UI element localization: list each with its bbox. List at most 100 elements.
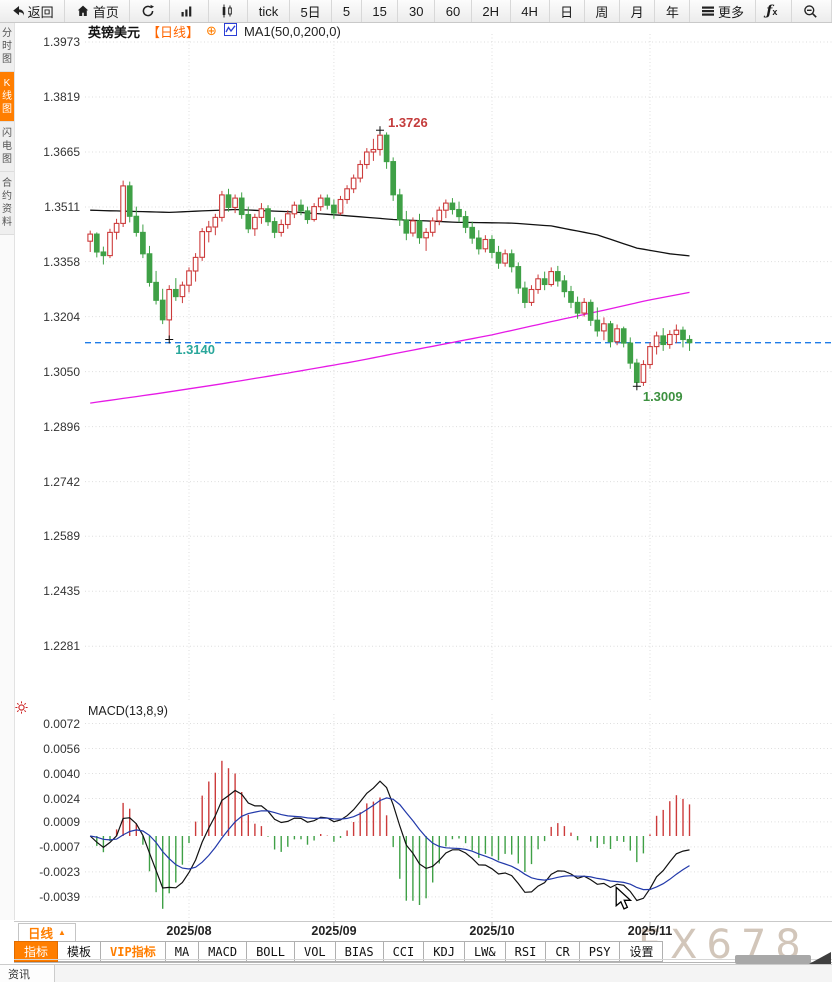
formula-button[interactable]: ƒx bbox=[756, 0, 792, 22]
more-menu-button[interactable]: 更多 bbox=[690, 0, 756, 22]
top-toolbar: 返回 首页 tick 5日 5 15 30 60 2H 4H 日周月年更多 ƒx bbox=[0, 0, 832, 23]
x-axis-month-label: 2025/08 bbox=[166, 924, 212, 938]
macd-legend: MACD(13,8,9) bbox=[88, 704, 199, 718]
tab-psy[interactable]: PSY bbox=[579, 941, 621, 962]
price-annotation: 1.3009 bbox=[642, 389, 683, 405]
macd-axis-label: 0.0040 bbox=[43, 767, 80, 781]
interval-daily-button[interactable]: 日 bbox=[550, 0, 585, 22]
home-icon bbox=[76, 4, 90, 18]
macd-diff-line bbox=[89, 780, 690, 902]
macd-axis-label: -0.0039 bbox=[39, 890, 80, 904]
sidebar-tab-kline-chart[interactable]: K线图 bbox=[0, 72, 14, 122]
tab-ma[interactable]: MA bbox=[165, 941, 200, 962]
symbol-name: 英镑美元 bbox=[88, 24, 141, 40]
zoom-out-button[interactable] bbox=[792, 0, 832, 22]
interval-4h-button[interactable]: 4H bbox=[511, 0, 550, 22]
grid-layer bbox=[85, 34, 832, 918]
macd-axis-label: -0.0007 bbox=[39, 840, 80, 854]
macd-axis-label: -0.0023 bbox=[39, 865, 80, 879]
tab-cci[interactable]: CCI bbox=[383, 941, 425, 962]
x-axis-row bbox=[14, 921, 832, 942]
horizontal-scrollbar-track[interactable] bbox=[14, 959, 832, 960]
x-axis-month-label: 2025/11 bbox=[627, 924, 673, 938]
macd-axis-label: 0.0024 bbox=[43, 792, 80, 806]
price-annotation: 1.3726 bbox=[387, 115, 428, 131]
price-axis-label: 1.3511 bbox=[44, 200, 80, 214]
interval-tick-button[interactable]: tick bbox=[248, 0, 290, 22]
tab-bias[interactable]: BIAS bbox=[335, 941, 384, 962]
candlestick-view-button[interactable] bbox=[209, 0, 249, 22]
bar-chart-icon bbox=[180, 4, 194, 18]
home-button[interactable]: 首页 bbox=[65, 0, 131, 22]
add-overlay-icon[interactable]: ⊕ bbox=[206, 23, 217, 38]
chart-legend: 英镑美元 【日线】 ⊕ MA1(50,0,200,0) bbox=[88, 23, 375, 40]
back-button[interactable]: 返回 bbox=[0, 0, 66, 22]
chevron-up-icon: ▲ bbox=[58, 928, 66, 937]
x-axis-month-label: 2025/10 bbox=[469, 924, 515, 938]
interval-monthly-button[interactable]: 月 bbox=[620, 0, 656, 22]
indicator-settings-icon[interactable] bbox=[15, 701, 28, 719]
interval-30min-button[interactable]: 30 bbox=[398, 0, 436, 22]
period-label: 日线 bbox=[28, 927, 54, 941]
price-axis-label: 1.2589 bbox=[43, 529, 80, 543]
tab-rsi[interactable]: RSI bbox=[505, 941, 547, 962]
tab-lwr[interactable]: LW& bbox=[464, 941, 506, 962]
macd-axis-label: 0.0009 bbox=[43, 815, 80, 829]
news-tab[interactable]: 资讯 bbox=[0, 965, 55, 982]
price-axis-label: 1.3050 bbox=[43, 365, 80, 379]
tab-indicator[interactable]: 指标 bbox=[14, 941, 59, 962]
tab-boll[interactable]: BOLL bbox=[247, 941, 295, 962]
period-selector-button[interactable]: 日线 ▲ bbox=[18, 923, 76, 942]
menu-icon bbox=[701, 5, 715, 17]
interval-5min-button[interactable]: 5 bbox=[332, 0, 362, 22]
price-axis-label: 1.3358 bbox=[43, 255, 80, 269]
price-axis-label: 1.2742 bbox=[43, 475, 80, 489]
macd-axis-label: 0.0072 bbox=[43, 717, 80, 731]
interval-15min-button[interactable]: 15 bbox=[362, 0, 399, 22]
fx-icon: ƒx bbox=[766, 3, 778, 19]
tab-settings[interactable]: 设置 bbox=[620, 941, 664, 962]
sidebar-tab-time-chart[interactable]: 分时图 bbox=[0, 22, 14, 72]
macd-layer bbox=[89, 760, 691, 909]
price-axis-label: 1.3204 bbox=[43, 310, 80, 324]
macd-title: MACD(13,8,9) bbox=[88, 704, 168, 718]
refresh-icon bbox=[141, 4, 155, 18]
tab-macd[interactable]: MACD bbox=[199, 941, 248, 962]
annotation-markers bbox=[165, 126, 641, 391]
mini-chart-icon bbox=[223, 23, 237, 39]
bar-chart-view-button[interactable] bbox=[170, 0, 209, 22]
macd-dea-line bbox=[90, 797, 690, 891]
price-axis-label: 1.3665 bbox=[43, 145, 80, 159]
price-axis-label: 1.3819 bbox=[43, 90, 80, 104]
tab-vip-indicator[interactable]: VIP指标 bbox=[101, 941, 166, 962]
sidebar-tab-contract-info[interactable]: 合约资料 bbox=[0, 172, 14, 235]
interval-yearly-button[interactable]: 年 bbox=[655, 0, 691, 22]
tab-template[interactable]: 模板 bbox=[58, 941, 102, 962]
zoom-out-icon bbox=[803, 4, 818, 19]
price-annotation: 1.3140 bbox=[175, 341, 215, 357]
interval-5day-button[interactable]: 5日 bbox=[290, 0, 333, 22]
sidebar-tab-lightning-chart[interactable]: 闪电图 bbox=[0, 122, 14, 172]
macd-axis-label: 0.0056 bbox=[43, 742, 80, 756]
interval-2h-button[interactable]: 2H bbox=[472, 0, 511, 22]
price-axis-label: 1.3973 bbox=[43, 35, 80, 49]
price-axis-label: 1.2896 bbox=[43, 420, 80, 434]
interval-60min-button[interactable]: 60 bbox=[435, 0, 472, 22]
tab-vol[interactable]: VOL bbox=[294, 941, 336, 962]
refresh-button[interactable] bbox=[130, 0, 170, 22]
price-axis-label: 1.2281 bbox=[43, 639, 80, 653]
ma50-line bbox=[90, 208, 690, 257]
tab-cr[interactable]: CR bbox=[546, 941, 580, 962]
ma-settings-label: MA1(50,0,200,0) bbox=[243, 23, 341, 39]
status-bar: 资讯 bbox=[0, 964, 832, 982]
candlestick-icon bbox=[220, 4, 234, 18]
price-axis-label: 1.2435 bbox=[43, 584, 80, 598]
tab-kdj[interactable]: KDJ bbox=[424, 941, 465, 962]
horizontal-scrollbar-thumb[interactable] bbox=[735, 955, 811, 964]
x-axis-month-label: 2025/09 bbox=[311, 924, 357, 938]
timeframe-label: 【日线】 bbox=[147, 24, 200, 40]
interval-weekly-button[interactable]: 周 bbox=[585, 0, 620, 22]
indicator-tab-bar: 指标 模板 VIP指标 MA MACD BOLL VOL BIAS CCI KDJ LW& RSI CR… bbox=[14, 941, 832, 963]
